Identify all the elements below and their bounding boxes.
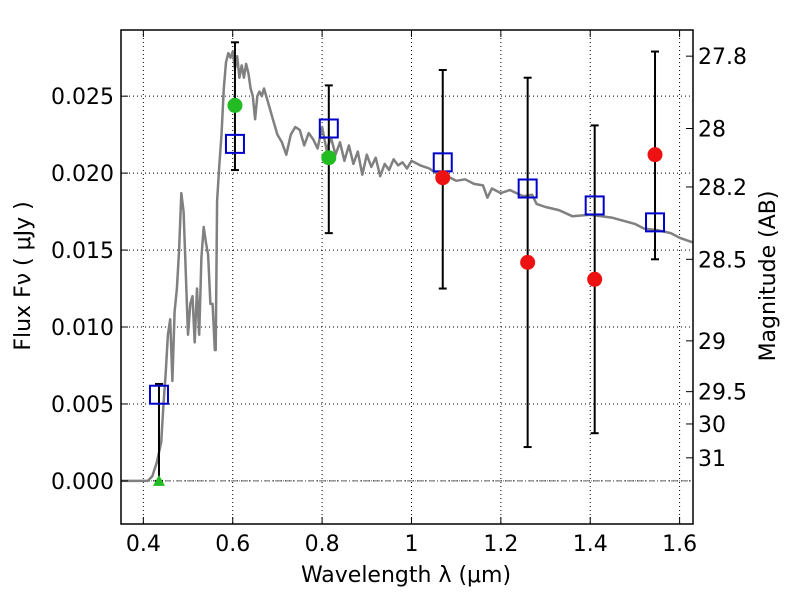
y-axis-label: Flux Fν ( μJy )	[11, 201, 36, 350]
magnitude-tick-label: 29.5	[698, 381, 747, 406]
x-tick-label: 0.8	[305, 532, 340, 557]
x-tick-label: 1	[404, 532, 418, 557]
detection-point	[520, 254, 536, 270]
axis-ticks: 0.4 0.6 0.8 1 1.2 1.4 1.6 0.000 0.005 0.010 0.015 0…	[51, 30, 747, 557]
y-tick-label: 0.000	[51, 470, 114, 495]
x-tick-label: 1.6	[662, 532, 697, 557]
magnitude-tick-label: 28.5	[698, 248, 747, 273]
y-tick-label: 0.015	[51, 239, 114, 264]
magnitude-tick-label: 29	[698, 330, 726, 355]
model-photometry-point	[148, 384, 169, 405]
y-tick-label: 0.005	[51, 393, 114, 418]
magnitude-tick-label: 27.8	[698, 45, 747, 70]
model-photometry-point	[517, 178, 538, 199]
model-photometry-point	[224, 133, 245, 154]
detection-point	[435, 170, 451, 186]
grid	[121, 30, 693, 524]
detection-point	[321, 150, 337, 166]
model-sed-line	[121, 50, 694, 483]
y-tick-label: 0.025	[51, 85, 114, 110]
data-marks	[148, 41, 666, 486]
model-photometry-point	[318, 118, 339, 139]
detection-point	[647, 147, 663, 163]
upper-limit-marker	[152, 474, 165, 486]
x-tick-label: 1.4	[573, 532, 608, 557]
y-tick-label: 0.020	[51, 162, 114, 187]
y-right-axis-label: Magnitude (AB)	[756, 191, 781, 362]
detection-point	[227, 97, 243, 113]
magnitude-tick-label: 28.2	[698, 176, 747, 201]
x-tick-label: 0.6	[215, 532, 250, 557]
y-tick-label: 0.010	[51, 316, 114, 341]
x-tick-label: 1.2	[483, 532, 518, 557]
detection-point	[587, 271, 603, 287]
magnitude-tick-label: 28	[698, 117, 726, 142]
x-tick-label: 0.4	[126, 532, 161, 557]
x-axis-label: Wavelength λ (μm)	[301, 563, 511, 588]
magnitude-tick-label: 31	[698, 447, 726, 472]
model-photometry-point	[584, 195, 605, 216]
magnitude-tick-label: 30	[698, 413, 726, 438]
model-photometry-point	[645, 212, 666, 233]
plot-frame	[120, 29, 694, 525]
